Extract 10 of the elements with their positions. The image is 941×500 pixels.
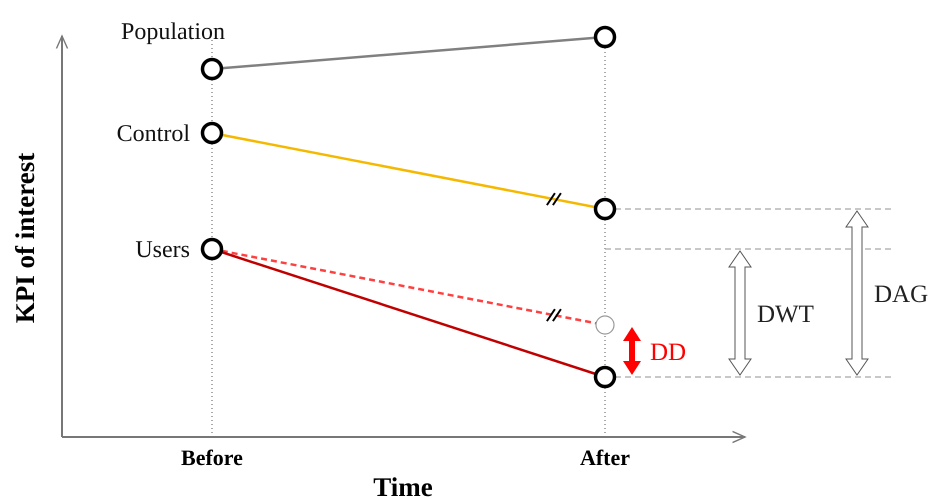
x-tick-label: After xyxy=(580,445,630,470)
text: DWT xyxy=(757,301,814,328)
series-label: Control xyxy=(116,121,190,147)
series-label: Population xyxy=(120,19,225,45)
text: DAG xyxy=(874,281,928,308)
series-label: Users xyxy=(135,237,190,263)
x-tick-label: Before xyxy=(181,445,244,470)
y-axis-title: KPI of interest xyxy=(10,152,40,324)
x-axis-title: Time xyxy=(373,472,433,500)
annotation: DD xyxy=(650,339,686,366)
